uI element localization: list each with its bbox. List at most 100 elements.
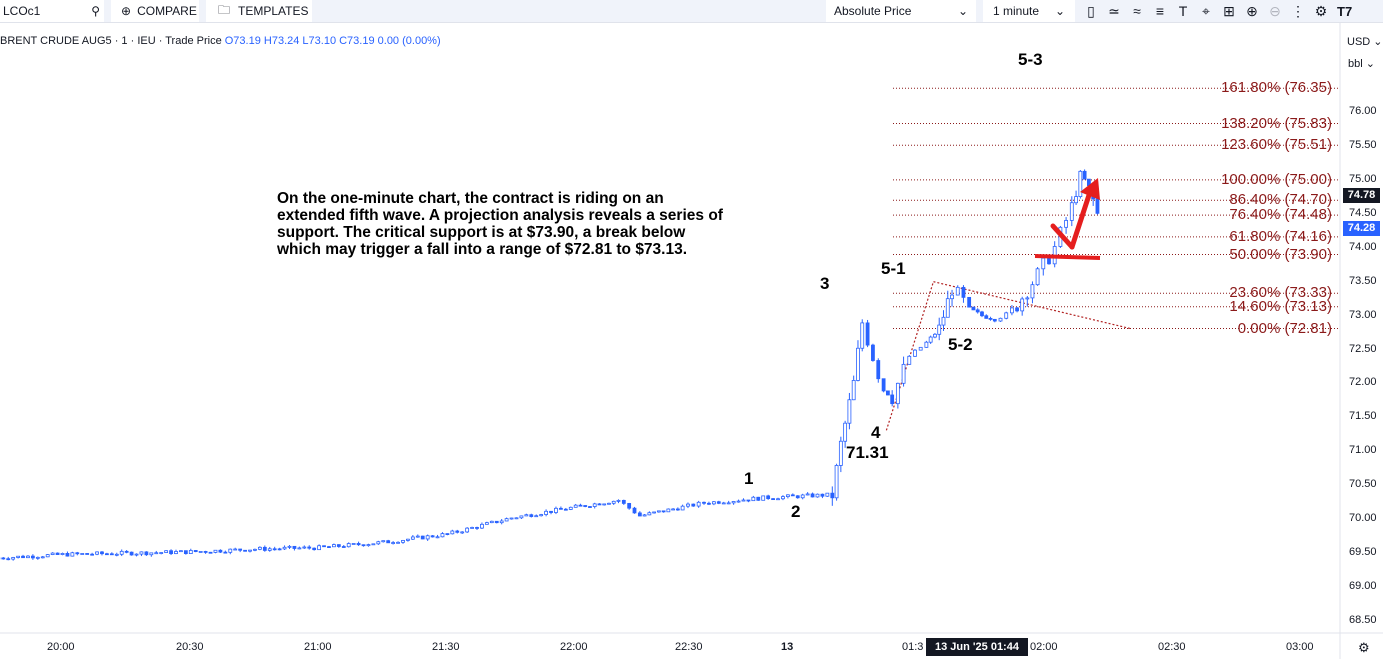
candle-body [955, 286, 960, 296]
currency-select[interactable]: USD ⌄ [1347, 36, 1383, 48]
price-mode-select[interactable]: Absolute Price ⌄ [826, 0, 976, 22]
gear-icon[interactable]: ⚙ [1358, 640, 1370, 655]
candle-body [356, 543, 361, 546]
candle-body [1095, 198, 1100, 214]
time-tick: 03:00 [1286, 641, 1314, 653]
candle-body [716, 501, 721, 504]
candle-body [776, 498, 780, 501]
interval-select[interactable]: 1 minute ⌄ [983, 0, 1075, 22]
wave-label-4-value: 71.31 [846, 443, 889, 462]
unit-label: bbl [1348, 58, 1363, 70]
zoom-in-icon[interactable]: ⊕ [1246, 2, 1258, 19]
templates-label: TEMPLATES [238, 4, 309, 18]
candle-body [524, 514, 529, 517]
text-icon[interactable]: T [1178, 3, 1188, 19]
price-tick: 71.00 [1349, 444, 1377, 457]
candle-body [1020, 298, 1025, 312]
candle-body [327, 546, 331, 548]
time-tick: 21:30 [432, 641, 460, 653]
price-tick: 73.50 [1349, 274, 1377, 287]
candle-body [592, 503, 597, 507]
candle-body [238, 548, 243, 551]
candle-body [514, 517, 519, 520]
wave-label-1: 1 [744, 469, 754, 488]
candle-body [666, 508, 671, 513]
candle-body [721, 502, 726, 505]
replay-icon[interactable]: ⊞ [1223, 2, 1235, 19]
candle-body [346, 543, 351, 548]
candle-body [450, 530, 455, 535]
candle-body [302, 546, 307, 549]
candle-body [499, 520, 504, 524]
candle-body [445, 533, 450, 535]
time-tick: 02:30 [1158, 641, 1186, 653]
projection-lines [885, 281, 1131, 431]
compare-button[interactable]: ⊕ COMPARE [111, 0, 199, 22]
legend-ohlc: O73.19 H73.24 L73.10 C73.19 0.00 (0.00%) [224, 35, 441, 47]
candle-body [272, 548, 277, 551]
unit-select[interactable]: bbl ⌄ [1348, 58, 1375, 70]
candle-body [918, 346, 923, 351]
candle-body [992, 318, 997, 322]
chevron-down-icon: ⌄ [1054, 4, 1065, 18]
current-price-tag: 74.28 [1343, 221, 1380, 236]
candle-body [950, 294, 954, 300]
candle-body [834, 465, 839, 499]
time-tick: 22:30 [675, 641, 703, 653]
candle-body [544, 510, 548, 515]
candle-body [257, 546, 262, 550]
candle-body [332, 544, 336, 548]
candle-body [341, 546, 346, 548]
candle-body [80, 553, 85, 555]
search-icon[interactable]: ⚲ [91, 4, 100, 18]
candle-body [75, 552, 80, 555]
fib-level-label: 0.00% (72.81) [1237, 319, 1332, 337]
candle-body [16, 555, 20, 558]
candles [0, 169, 1100, 561]
indicators-icon[interactable]: ≃ [1108, 2, 1120, 19]
candle-body [179, 550, 183, 553]
candle-body [1074, 196, 1078, 204]
candle-body [847, 399, 852, 424]
candle-body [671, 508, 676, 511]
candle-body [134, 553, 139, 556]
zoom-out-icon[interactable]: ⊖ [1269, 2, 1281, 19]
top-toolbar: LCOc1 ⚲ ⊕ COMPARE 🗀 TEMPLATES Absolute P… [0, 0, 1383, 23]
candle-body [109, 553, 114, 556]
candle-body [588, 506, 592, 508]
candle-body [860, 322, 865, 349]
price-tick: 69.00 [1349, 580, 1377, 593]
alerts-icon[interactable]: ≡ [1155, 3, 1165, 19]
candle-body [307, 546, 312, 549]
candle-body [885, 390, 890, 396]
price-tick: 72.50 [1349, 342, 1377, 355]
candle-body [568, 506, 573, 510]
bar-style-icon[interactable]: ▯ [1087, 2, 1095, 19]
symbol-search[interactable]: LCOc1 ⚲ [0, 0, 104, 22]
candle-body [554, 507, 558, 513]
candle-body [967, 296, 972, 308]
fx-icon[interactable]: ≈ [1133, 3, 1141, 19]
candle-body [292, 545, 297, 549]
candle-body [213, 549, 218, 553]
settings-icon[interactable]: ⚙ [1314, 2, 1328, 19]
time-tick: 22:00 [560, 641, 588, 653]
chevron-down-icon: ⌄ [957, 4, 968, 18]
candle-body [647, 512, 652, 516]
crosshair-icon[interactable]: ⌖ [1202, 2, 1210, 19]
projection-line [933, 281, 1131, 330]
candle-body [11, 557, 16, 560]
candle-body [975, 309, 980, 313]
price-tick: 69.50 [1349, 546, 1377, 559]
candle-body [1064, 220, 1068, 228]
more-icon[interactable]: ⋮ [1291, 2, 1305, 19]
candle-body [988, 317, 993, 320]
candle-body [810, 493, 815, 498]
templates-button[interactable]: 🗀 TEMPLATES [206, 0, 312, 22]
price-tick: 72.00 [1349, 376, 1377, 389]
candle-body [578, 504, 583, 507]
toolbar-icons: ▯ ≃ ≈ ≡ T ⌖ ⊞ ⊕ ⊖ ⋮ ⚙ T7 [1082, 0, 1383, 22]
symbol-input[interactable]: LCOc1 [3, 4, 41, 18]
support-bar [1034, 254, 1101, 260]
